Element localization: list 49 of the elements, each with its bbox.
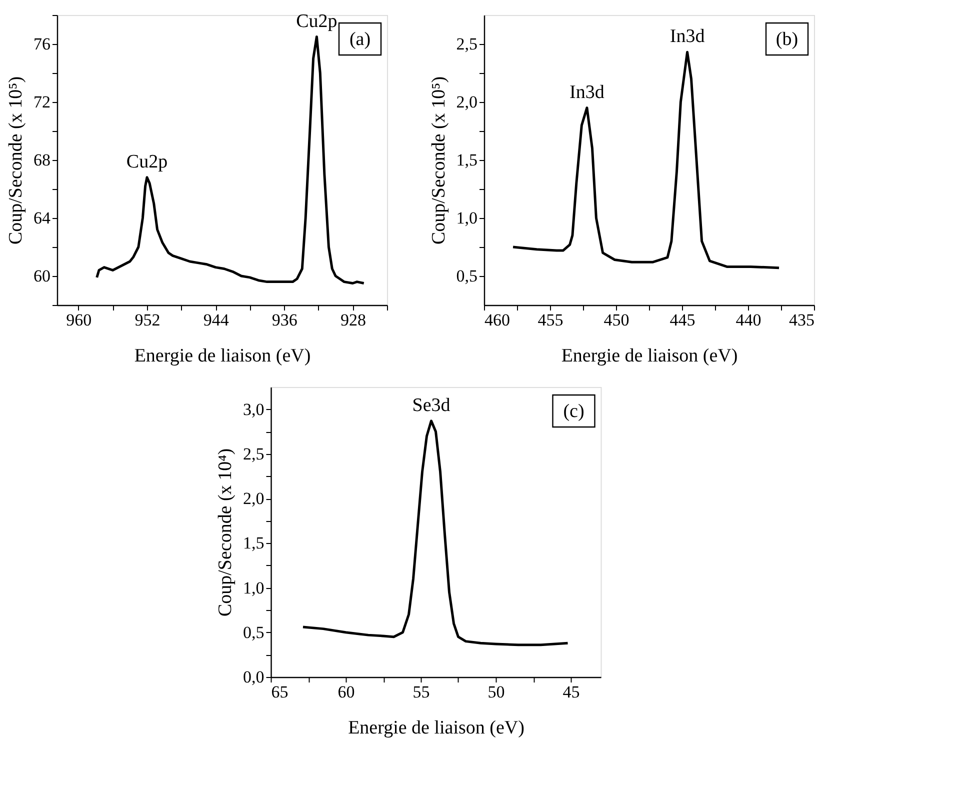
y-tick-label: 68: [34, 150, 50, 170]
annotation: (c): [563, 401, 584, 422]
y-tick-label: 3,0: [243, 400, 264, 419]
y-tick-label: 1,0: [456, 208, 478, 228]
x-tick-label: 445: [670, 310, 696, 330]
x-tick-label: 460: [484, 310, 510, 330]
y-axis-title: Coup/Seconde (x 10⁵): [428, 76, 450, 245]
x-tick-label: 952: [134, 310, 160, 330]
line-series: [302, 420, 569, 646]
x-tick-label: 440: [736, 310, 762, 330]
x-tick-label: 435: [789, 310, 814, 330]
y-axis-title: Coup/Seconde (x 10⁵): [6, 76, 26, 245]
x-tick-label: 450: [604, 310, 630, 330]
y-tick-label: 76: [34, 34, 50, 54]
x-axis-title: Energie de liaison (eV): [134, 346, 311, 366]
x-tick-label: 55: [412, 682, 430, 702]
annotation: Se3d: [412, 394, 451, 416]
annotation: (b): [776, 29, 798, 50]
x-tick-label: 60: [338, 682, 355, 702]
annotation: Cu2p: [296, 10, 338, 32]
y-tick-label: 2,0: [243, 489, 264, 508]
y-tick-label: 1,5: [243, 534, 264, 553]
y-tick-label: 1,5: [456, 150, 478, 170]
y-tick-label: 2,5: [456, 34, 478, 54]
x-tick-label: 944: [203, 310, 230, 330]
y-tick-label: 2,0: [456, 92, 478, 112]
annotation: Cu2p: [126, 151, 168, 172]
y-tick-label: 0,5: [456, 266, 478, 286]
line-series: [512, 50, 780, 270]
annotation: (a): [349, 29, 371, 50]
x-tick-label: 960: [66, 310, 92, 330]
y-tick-label: 1,0: [243, 578, 264, 598]
x-tick-label: 936: [272, 310, 298, 330]
x-tick-label: 50: [488, 682, 505, 702]
y-tick-label: 60: [34, 266, 50, 286]
y-tick-label: 72: [34, 92, 50, 112]
annotation: In3d: [670, 26, 706, 48]
x-tick-label: 45: [562, 682, 580, 702]
x-axis-title: Energie de liaison (eV): [561, 346, 738, 366]
x-tick-label: 65: [271, 682, 288, 702]
x-tick-label: 455: [538, 310, 564, 330]
y-axis-title: Coup/Seconde (x 10⁴): [215, 448, 236, 617]
y-tick-label: 2,5: [243, 444, 264, 464]
y-tick-label: 64: [34, 208, 51, 228]
annotation: In3d: [570, 82, 605, 103]
x-tick-label: 928: [340, 310, 366, 330]
y-tick-label: 0,0: [243, 668, 264, 686]
y-tick-label: 0,5: [243, 622, 264, 642]
x-axis-title: Energie de liaison (eV): [348, 718, 524, 738]
